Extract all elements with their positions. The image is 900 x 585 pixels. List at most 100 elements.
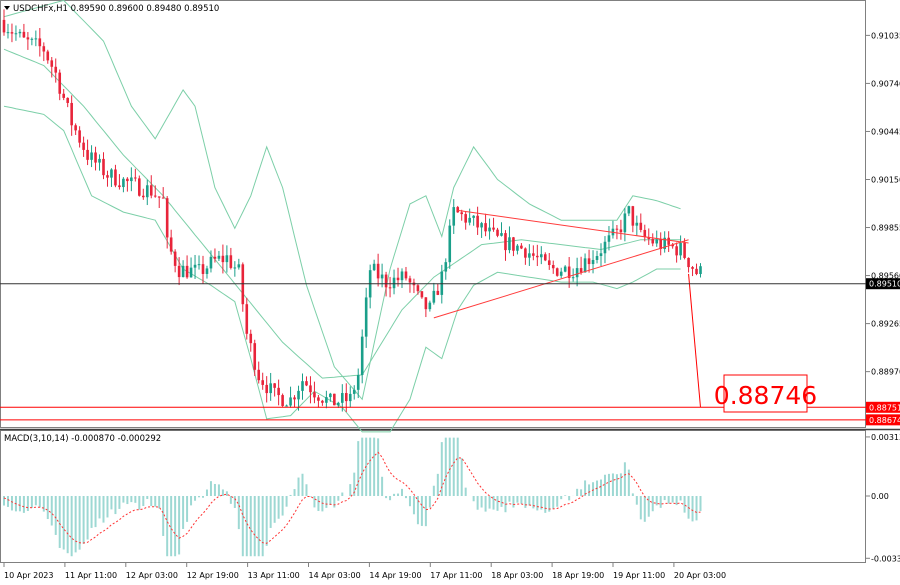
candle-body	[317, 397, 320, 401]
candle-body	[193, 264, 197, 268]
candle-body	[325, 397, 328, 403]
time-tick-label: 10 Apr 2023	[4, 571, 53, 580]
candle-body	[536, 255, 539, 258]
candle-body	[341, 393, 344, 403]
candle-body	[512, 237, 515, 251]
candle-body	[201, 264, 205, 274]
candle-body	[257, 369, 261, 381]
candle-body	[344, 393, 348, 402]
candle-body	[66, 97, 69, 103]
candle-body	[249, 333, 253, 344]
candle-body	[6, 32, 10, 34]
candle-body	[520, 245, 523, 249]
candle-body	[70, 102, 73, 126]
candle-body	[691, 267, 694, 269]
price-tick-label: 0.89855	[871, 224, 900, 233]
current-price-tag	[866, 278, 900, 290]
price-tick-label: 0.89265	[871, 320, 900, 329]
candle-body	[575, 268, 579, 278]
candle-body	[547, 260, 551, 265]
candle-body	[472, 215, 475, 218]
candle-body	[74, 125, 77, 131]
candle-body	[448, 225, 452, 263]
candle-body	[134, 177, 137, 179]
candle-body	[671, 244, 674, 247]
candle-body	[567, 266, 571, 278]
candle-body	[587, 258, 591, 265]
candle-body	[161, 197, 165, 199]
candle-body	[540, 254, 543, 258]
candle-body	[571, 277, 575, 279]
bollinger-lower	[3, 105, 681, 433]
candle-body	[110, 169, 113, 178]
time-tick-label: 14 Apr 03:00	[309, 571, 361, 580]
macd-tick-label: -0.003309	[871, 554, 900, 563]
candle-body	[372, 263, 376, 271]
candle-body	[408, 278, 412, 283]
candle-body	[496, 229, 499, 236]
candle-body	[38, 38, 42, 47]
candle-body	[468, 217, 471, 223]
candle-body	[627, 206, 631, 214]
candle-body	[504, 233, 507, 251]
candle-body	[229, 255, 233, 268]
time-tick-label: 20 Apr 03:00	[674, 571, 726, 580]
candle-body	[237, 264, 241, 268]
candle-body	[42, 46, 46, 52]
candle-body	[189, 267, 193, 278]
candle-body	[380, 274, 384, 279]
candle-body	[436, 290, 440, 295]
candle-body	[643, 229, 647, 237]
candle-body	[699, 266, 702, 275]
time-tick-label: 19 Apr 11:00	[613, 571, 665, 580]
time-axis[interactable]: 10 Apr 2023 11 Apr 11:00 12 Apr 03:00 12 Ap…	[3, 563, 726, 580]
candle-body	[591, 259, 595, 265]
candle-body	[551, 264, 555, 269]
candle-body	[106, 175, 109, 178]
candle-body	[62, 93, 65, 98]
candle-body	[396, 277, 400, 281]
target-price-box[interactable]	[723, 374, 808, 413]
macd-header: MACD(3,10,14) -0.000870 -0.000292	[4, 434, 161, 444]
candle-body	[388, 287, 392, 289]
candle-body	[667, 237, 670, 245]
candle-body	[635, 222, 639, 226]
candle-body	[102, 158, 105, 176]
candle-body	[623, 213, 627, 233]
triangle-trendline	[457, 209, 689, 244]
candle-body	[480, 223, 483, 228]
candle-body	[543, 254, 547, 261]
candle-body	[114, 169, 117, 186]
candle-body	[225, 255, 229, 263]
time-tick-label: 18 Apr 03:00	[491, 571, 543, 580]
candle-body	[420, 291, 424, 298]
candle-body	[305, 381, 308, 386]
candle-body	[659, 239, 662, 250]
macd-tick-label: 0.003138	[871, 433, 900, 442]
candle-body	[333, 393, 336, 406]
time-tick-label: 17 Apr 11:00	[430, 571, 482, 580]
candle-body	[165, 198, 169, 238]
current-price-label: 0.89510	[869, 280, 900, 289]
candle-body	[94, 152, 97, 163]
candle-body	[173, 251, 177, 266]
candle-body	[277, 387, 280, 396]
candle-body	[10, 32, 14, 34]
candle-body	[321, 400, 324, 403]
candle-body	[30, 38, 34, 40]
candle-body	[26, 37, 30, 40]
candle-body	[281, 395, 284, 406]
candle-body	[492, 227, 495, 230]
candle-body	[663, 237, 666, 250]
candle-body	[384, 274, 388, 288]
candle-body	[579, 268, 583, 273]
collapse-triangle-icon[interactable]	[4, 6, 10, 10]
candle-body	[269, 383, 272, 394]
candle-body	[185, 265, 189, 278]
candle-body	[484, 223, 487, 232]
price-tick-label: 0.91035	[871, 31, 900, 40]
